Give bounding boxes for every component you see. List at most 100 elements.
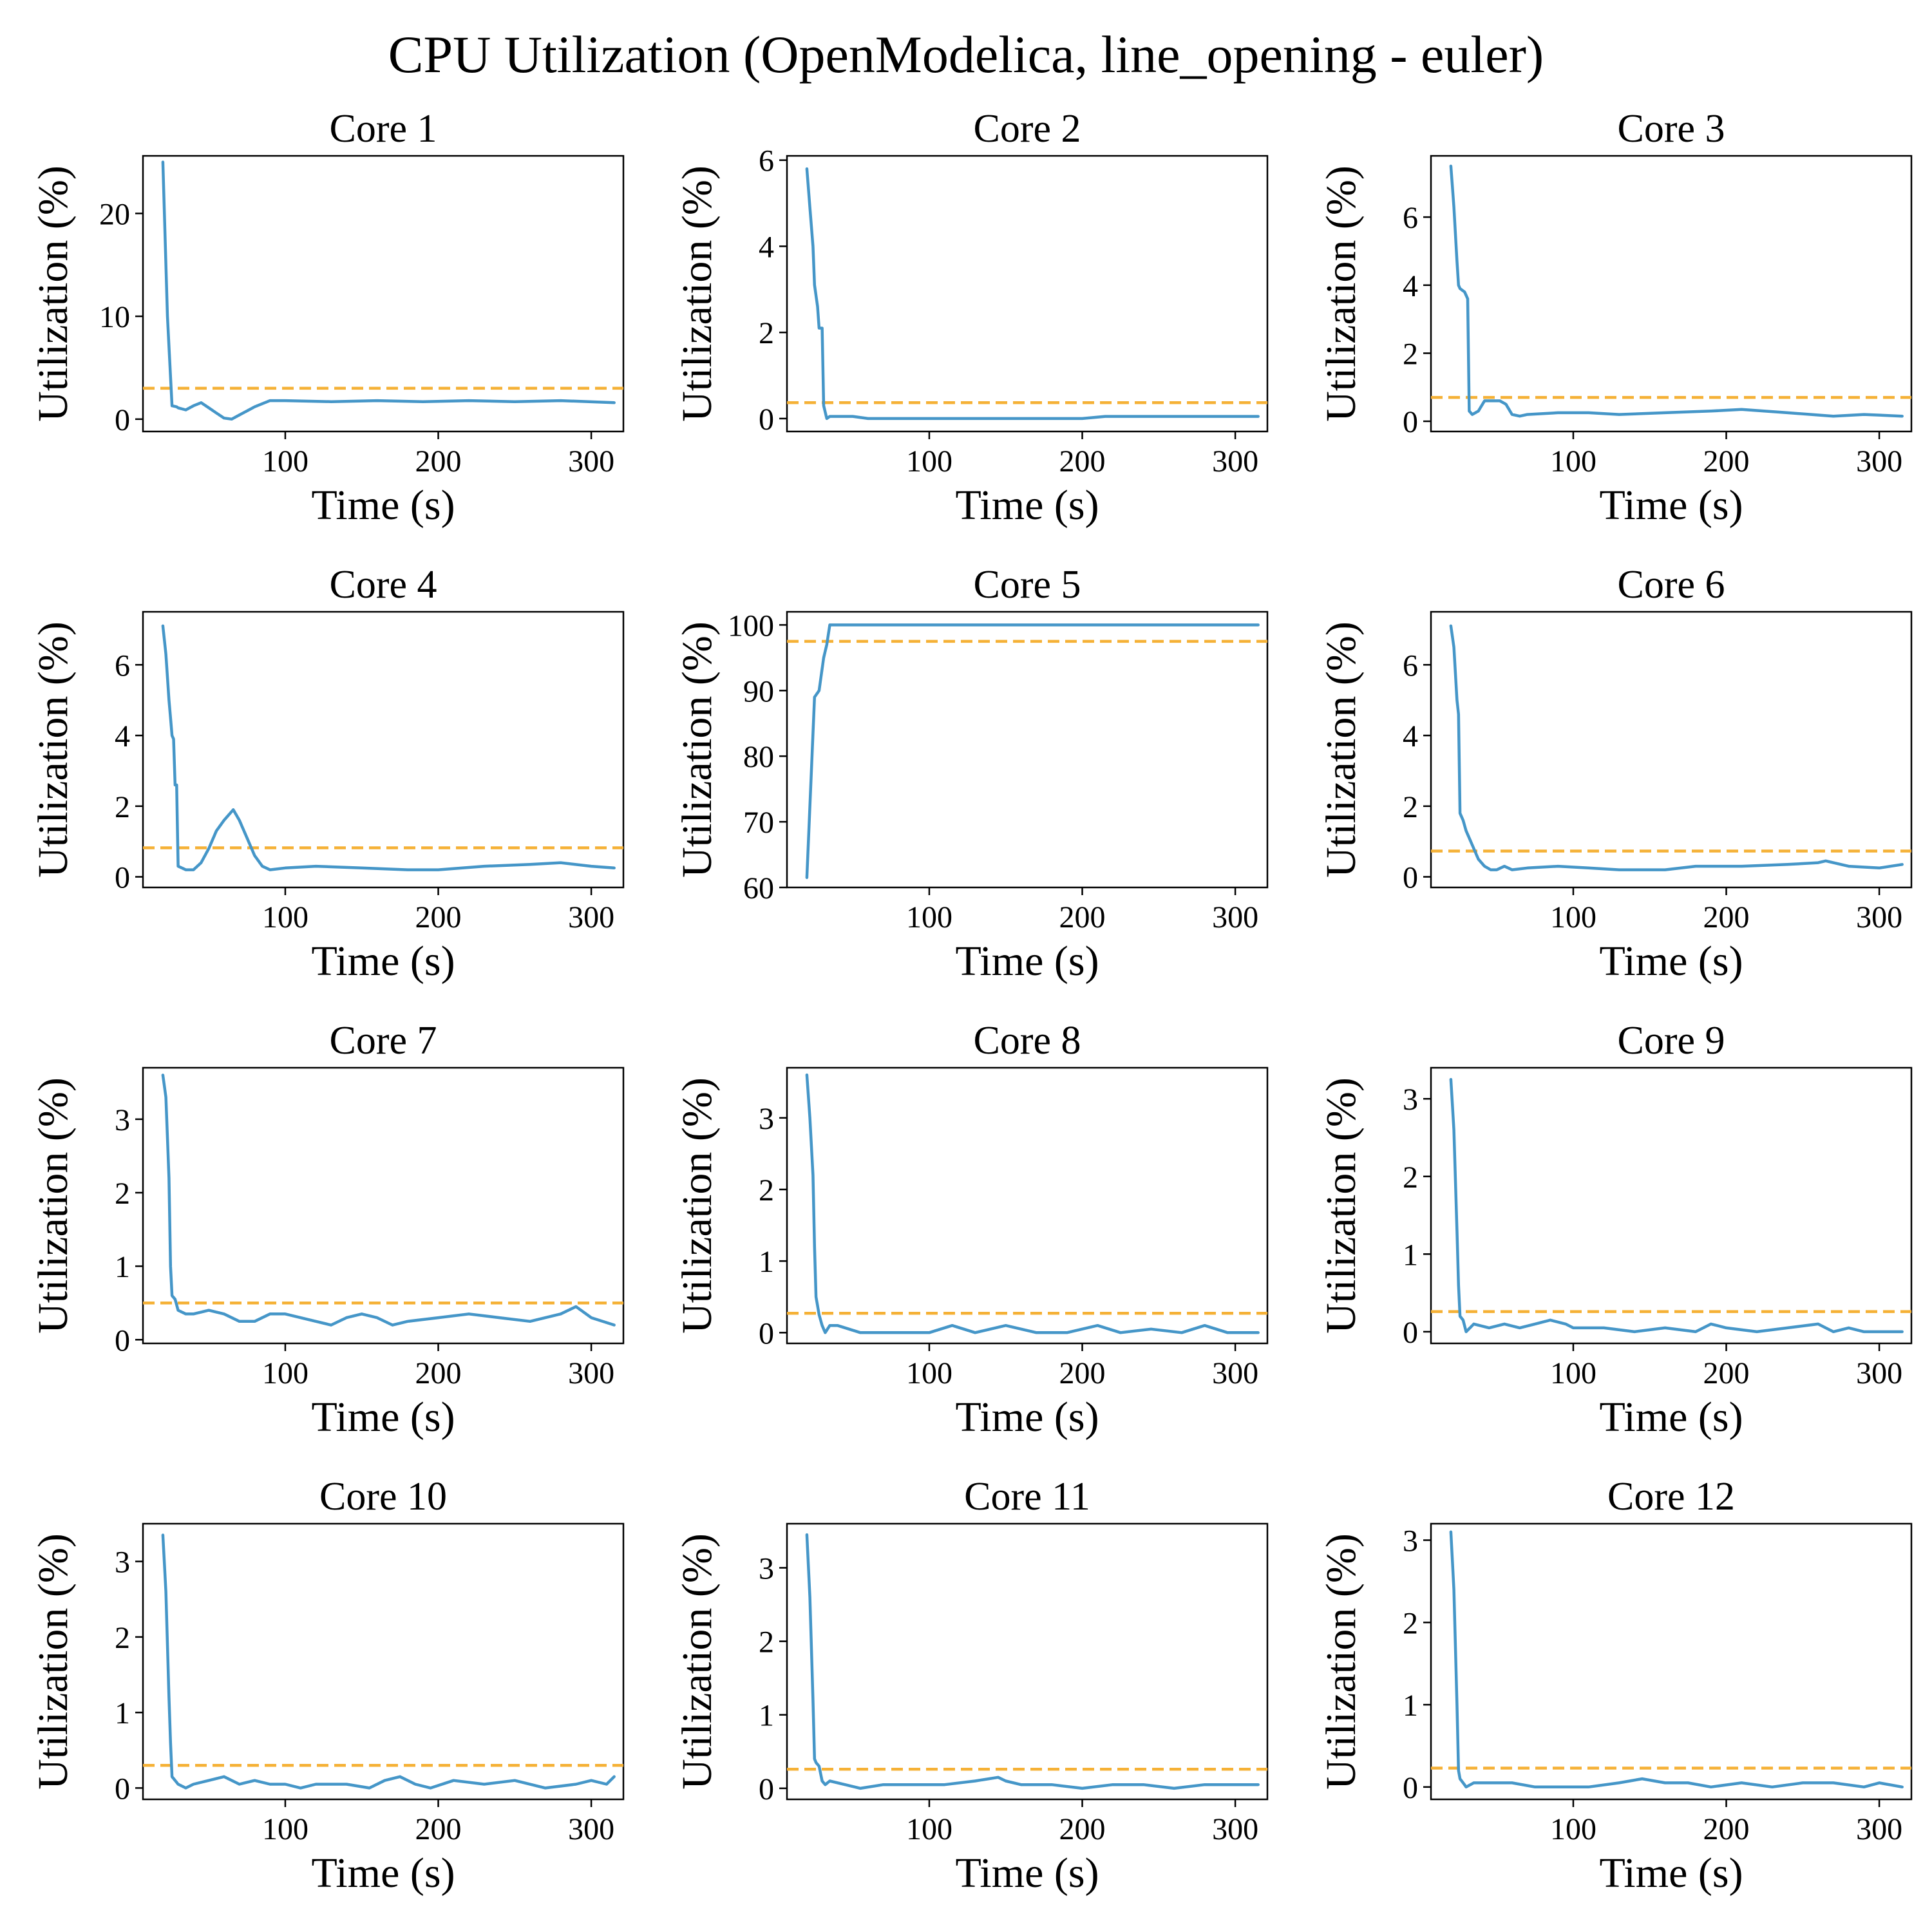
- panel-1-xtick-label: 300: [568, 444, 614, 478]
- panel-7-ytick-label: 1: [115, 1250, 130, 1284]
- panel-9-xlabel: Time (s): [1599, 1394, 1743, 1441]
- panel-11-xtick-label: 100: [906, 1812, 952, 1846]
- panel-1: Core 1 100 200 300 0 10 20 Time (s) Utilization …: [30, 107, 625, 529]
- panel-9-series-line: [1449, 1077, 1904, 1334]
- panel-8-ylabel: Utilization (%): [674, 1077, 721, 1334]
- panel-6-ytick-label: 0: [1403, 861, 1418, 895]
- panel-4-xtick-label: 300: [568, 900, 614, 934]
- panel-6-xtick-label: 300: [1856, 900, 1902, 934]
- panel-9-ytick-label: 3: [1403, 1083, 1418, 1117]
- panel-12-ytick-label: 2: [1403, 1606, 1418, 1640]
- panel-2-xtick-label: 100: [906, 444, 952, 478]
- panel-12-ytick-label: 0: [1403, 1771, 1418, 1805]
- panel-9-title: Core 9: [1617, 1019, 1725, 1063]
- panel-9-ylabel: Utilization (%): [1318, 1077, 1365, 1334]
- panel-9-xtick-label: 200: [1703, 1356, 1750, 1390]
- panel-2-title: Core 2: [973, 107, 1081, 151]
- panel-6-ylabel: Utilization (%): [1318, 621, 1365, 878]
- panel-5-ytick-label: 80: [743, 740, 774, 774]
- panel-6: Core 6 100 200 300 0 2 4 6 Time (s) Utilization (…: [1318, 563, 1913, 985]
- panel-2-xtick-label: 200: [1059, 444, 1106, 478]
- panel-10-series-line: [161, 1533, 616, 1790]
- panel-5-title: Core 5: [973, 563, 1081, 607]
- panel-9-ytick-label: 1: [1403, 1238, 1418, 1272]
- panel-10-ylabel: Utilization (%): [30, 1533, 77, 1790]
- panel-12-ytick-label: 3: [1403, 1524, 1418, 1558]
- panel-1-title: Core 1: [329, 107, 437, 151]
- panel-1-xtick-label: 100: [262, 444, 308, 478]
- panel-8-xtick-label: 200: [1059, 1356, 1106, 1390]
- panel-12-title: Core 12: [1607, 1475, 1735, 1519]
- panel-11: Core 11 100 200 300 0 1 2 3 Time (s) Utilization …: [674, 1475, 1269, 1897]
- panel-3-ylabel: Utilization (%): [1318, 166, 1365, 422]
- panel-11-series-line: [805, 1533, 1260, 1790]
- panel-11-ytick-label: 1: [759, 1699, 774, 1733]
- panel-11-xtick-label: 300: [1212, 1812, 1258, 1846]
- panel-5-frame: [786, 611, 1269, 889]
- panel-12-ytick-label: 1: [1403, 1689, 1418, 1723]
- panel-1-ytick-label: 0: [115, 403, 130, 437]
- panel-8: Core 8 100 200 300 0 1 2 3 Time (s) Utilization (…: [674, 1019, 1269, 1441]
- panel-11-xtick-label: 200: [1059, 1812, 1106, 1846]
- panel-4-ytick-label: 4: [115, 719, 130, 753]
- panel-7-frame: [142, 1066, 625, 1345]
- panel-6-ytick-label: 2: [1403, 790, 1418, 824]
- panel-6-series-line: [1449, 624, 1904, 871]
- panel-1-series-line: [161, 160, 616, 421]
- panel-9-ytick-label: 0: [1403, 1316, 1418, 1350]
- panel-2: Core 2 100 200 300 0 2 4 6 Time (s) Utilization (…: [674, 107, 1269, 529]
- panel-3-ytick-label: 2: [1403, 337, 1418, 371]
- panel-5-ylabel: Utilization (%): [674, 621, 721, 878]
- panel-8-ytick-label: 3: [759, 1102, 774, 1136]
- panel-1-ytick-label: 10: [99, 300, 130, 334]
- panel-8-ytick-label: 1: [759, 1245, 774, 1279]
- panel-1-xlabel: Time (s): [311, 482, 455, 529]
- panel-12-xtick-label: 200: [1703, 1812, 1750, 1846]
- panel-2-frame: [786, 155, 1269, 433]
- panel-4-xtick-label: 200: [415, 900, 462, 934]
- panel-8-series-line: [805, 1073, 1260, 1334]
- panel-1-ylabel: Utilization (%): [30, 166, 77, 422]
- panel-7-ytick-label: 2: [115, 1177, 130, 1211]
- panel-4: Core 4 100 200 300 0 2 4 6 Time (s) Utilization (…: [30, 563, 625, 985]
- panel-11-ytick-label: 2: [759, 1625, 774, 1660]
- panel-12: Core 12 100 200 300 0 1 2 3 Time (s) Utilization …: [1318, 1475, 1913, 1897]
- panel-10-frame: [142, 1522, 625, 1801]
- panel-8-ytick-label: 2: [759, 1173, 774, 1208]
- panel-1-ytick-label: 20: [99, 197, 130, 231]
- panel-12-frame: [1430, 1522, 1913, 1801]
- panel-5-xtick-label: 200: [1059, 900, 1106, 934]
- panel-8-xlabel: Time (s): [955, 1394, 1099, 1441]
- panel-11-ylabel: Utilization (%): [674, 1533, 721, 1790]
- panel-7-title: Core 7: [329, 1019, 437, 1063]
- panel-3-xtick-label: 100: [1550, 444, 1596, 478]
- panel-6-xtick-label: 100: [1550, 900, 1596, 934]
- panel-5-xtick-label: 300: [1212, 900, 1258, 934]
- panel-3-xlabel: Time (s): [1599, 482, 1743, 529]
- panel-4-ytick-label: 0: [115, 861, 130, 895]
- panel-10-xtick-label: 200: [415, 1812, 462, 1846]
- panel-11-frame: [786, 1522, 1269, 1801]
- panel-9-ytick-label: 2: [1403, 1160, 1418, 1195]
- panel-10-title: Core 10: [319, 1475, 447, 1519]
- panel-3-xtick-label: 200: [1703, 444, 1750, 478]
- panel-1-xtick-label: 200: [415, 444, 462, 478]
- panel-5-ytick-label: 70: [743, 806, 774, 840]
- panel-6-ytick-label: 4: [1403, 719, 1418, 753]
- panel-1-frame: [142, 155, 625, 433]
- figure-title: CPU Utilization (OpenModelica, line_open…: [388, 25, 1544, 84]
- panel-2-xlabel: Time (s): [955, 482, 1099, 529]
- panel-7-ylabel: Utilization (%): [30, 1077, 77, 1334]
- panel-6-frame: [1430, 611, 1913, 889]
- panel-12-ylabel: Utilization (%): [1318, 1533, 1365, 1790]
- panel-5-series-line: [805, 623, 1260, 879]
- panel-10-xtick-label: 300: [568, 1812, 614, 1846]
- panel-2-ylabel: Utilization (%): [674, 166, 721, 422]
- panel-7-ytick-label: 0: [115, 1323, 130, 1358]
- panel-2-ytick-label: 0: [759, 402, 774, 437]
- panel-8-xtick-label: 100: [906, 1356, 952, 1390]
- panel-3-frame: [1430, 155, 1913, 433]
- panel-6-xtick-label: 200: [1703, 900, 1750, 934]
